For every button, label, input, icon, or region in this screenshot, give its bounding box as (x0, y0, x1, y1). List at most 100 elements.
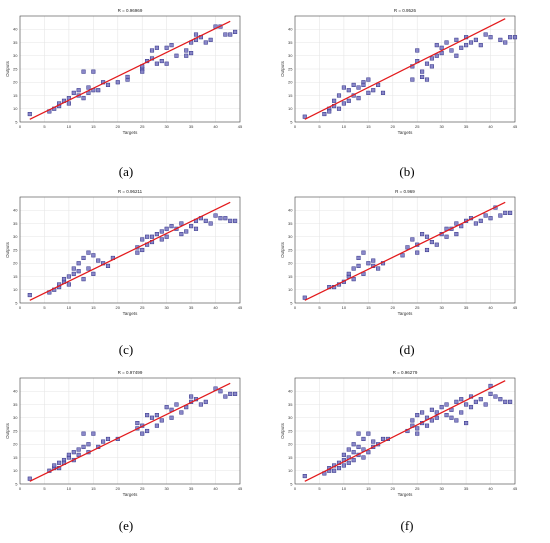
y-tick-label: 10 (13, 287, 18, 292)
axes-frame (294, 15, 516, 123)
data-point (213, 213, 218, 218)
y-tick-label: 35 (13, 402, 18, 407)
data-point (351, 458, 356, 463)
axes-frame (19, 196, 241, 304)
data-point (76, 447, 81, 452)
data-point (444, 234, 449, 239)
data-point (189, 224, 194, 229)
data-point (405, 245, 410, 250)
data-point (140, 431, 145, 436)
data-point (508, 210, 513, 215)
data-point (361, 82, 366, 87)
data-point (184, 53, 189, 58)
data-point (351, 450, 356, 455)
data-point (429, 240, 434, 245)
data-point (223, 216, 228, 221)
data-point (366, 450, 371, 455)
fit-line (304, 201, 506, 301)
caption-a: (a) (118, 164, 134, 179)
x-tick-label: 15 (366, 486, 371, 491)
data-point (410, 77, 415, 82)
caption-e: (e) (118, 518, 134, 533)
data-point (478, 397, 483, 402)
y-axis-label: Outputs (5, 241, 10, 258)
data-point (434, 410, 439, 415)
data-point (71, 266, 76, 271)
x-tick-label: 40 (488, 124, 493, 129)
x-tick-label: 15 (91, 486, 96, 491)
x-tick-label: 45 (513, 305, 518, 310)
fit-line (304, 380, 506, 482)
chart-title: R = 0.969 (395, 189, 415, 194)
y-tick-label: 25 (288, 66, 293, 71)
data-point (459, 397, 464, 402)
data-point (140, 237, 145, 242)
x-tick-label: 20 (116, 305, 121, 310)
y-tick-label: 40 (288, 208, 293, 213)
data-point (346, 88, 351, 93)
data-point (218, 389, 223, 394)
data-point (332, 98, 337, 103)
y-tick-label: 40 (13, 27, 18, 32)
x-tick-label: 10 (67, 486, 72, 491)
x-tick-label: 45 (513, 486, 518, 491)
data-point (203, 40, 208, 45)
x-tick-label: 10 (342, 305, 347, 310)
data-point (223, 394, 228, 399)
x-tick-label: 35 (464, 305, 469, 310)
x-tick-label: 15 (366, 124, 371, 129)
data-point (52, 463, 57, 468)
data-point (346, 98, 351, 103)
data-point (189, 51, 194, 56)
y-tick-label: 10 (288, 106, 293, 111)
y-tick-label: 5 (15, 300, 18, 305)
data-point (145, 428, 150, 434)
data-point (341, 85, 346, 90)
data-point (302, 295, 307, 300)
data-point (434, 43, 439, 48)
data-point (233, 218, 238, 223)
data-point (444, 413, 449, 418)
x-tick-label: 45 (238, 486, 243, 491)
y-tick-label: 15 (288, 455, 293, 460)
data-point (169, 43, 174, 48)
data-point (429, 418, 434, 423)
x-tick-label: 20 (391, 305, 396, 310)
fit-line (304, 18, 506, 120)
y-tick-label: 30 (13, 234, 18, 239)
x-axis-label: Targets (123, 311, 139, 316)
data-point (420, 69, 425, 74)
x-tick-label: 30 (164, 124, 169, 129)
data-point (57, 460, 62, 465)
data-point (434, 415, 439, 420)
caption-c: (c) (118, 342, 134, 357)
data-point (81, 431, 86, 436)
y-tick-label: 35 (13, 221, 18, 226)
y-axis-label: Outputs (5, 60, 10, 77)
data-point (380, 90, 386, 95)
x-tick-label: 25 (415, 124, 420, 129)
data-point (96, 258, 101, 263)
data-point (76, 88, 81, 93)
data-point (233, 391, 238, 396)
data-point (91, 431, 96, 436)
data-point (91, 69, 96, 74)
y-tick-label: 30 (288, 415, 293, 420)
data-point (164, 61, 169, 66)
data-point (459, 45, 464, 50)
data-point (483, 213, 488, 218)
data-point (468, 405, 474, 410)
data-point (444, 402, 449, 407)
y-tick-label: 20 (288, 80, 293, 85)
data-point (164, 226, 169, 231)
chart-panel-c: 0 5 10 15 20 25 30 35 40 45 5 10 15 20 25 30 35 40 R = 0.9… (0, 181, 275, 362)
data-point (341, 101, 346, 106)
x-tick-label: 30 (439, 305, 444, 310)
chart-title: R = 0.96279 (393, 370, 418, 375)
x-tick-label: 0 (19, 305, 22, 310)
x-tick-label: 25 (415, 305, 420, 310)
data-point (454, 232, 459, 237)
x-tick-label: 25 (140, 305, 145, 310)
